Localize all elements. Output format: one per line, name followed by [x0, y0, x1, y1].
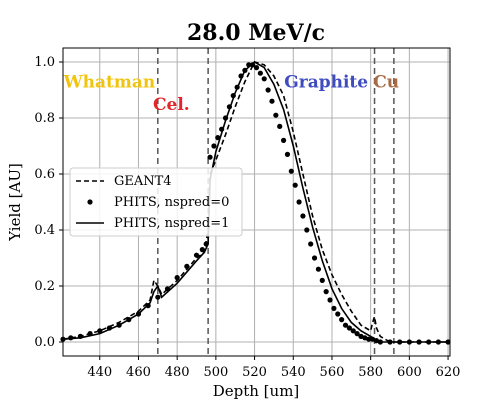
data-point [280, 137, 287, 143]
x-tick-label: 560 [320, 365, 345, 380]
legend: GEANT4 PHITS, nspred=0 PHITS, nspred=1 [69, 167, 243, 237]
x-tick-label: 600 [397, 365, 422, 380]
data-point [311, 255, 318, 261]
legend-label: PHITS, nspred=1 [114, 216, 229, 231]
y-tick-label: 1.0 [34, 55, 55, 70]
data-point [174, 275, 180, 281]
y-tick-label: 0.6 [34, 167, 55, 182]
legend-box [69, 167, 243, 237]
data-point [97, 328, 103, 334]
series-layer [60, 61, 451, 345]
legend-label: GEANT4 [114, 174, 172, 189]
data-point [199, 247, 205, 253]
data-point [288, 168, 294, 174]
grid [63, 48, 450, 356]
series-phits-nspred1-line [62, 61, 450, 343]
x-tick-label: 440 [87, 365, 112, 380]
data-point [273, 112, 279, 118]
series-geant4-line [62, 61, 450, 343]
y-tick-label: 0.2 [34, 279, 55, 294]
data-point [155, 294, 161, 300]
data-point [323, 289, 329, 295]
legend-marker [87, 199, 93, 205]
region-label-graphite: Graphite [284, 73, 368, 93]
x-tick-label: 460 [126, 365, 151, 380]
data-point [211, 143, 217, 149]
data-point [354, 331, 360, 337]
data-point [304, 227, 310, 233]
y-tick-label: 0.4 [34, 223, 55, 238]
data-point [308, 241, 314, 247]
data-point [315, 266, 322, 272]
data-point [366, 336, 372, 342]
data-point [253, 65, 260, 71]
data-point [331, 305, 337, 311]
data-point [193, 252, 200, 258]
x-tick-label: 540 [281, 365, 306, 380]
y-tick-label: 0.8 [34, 111, 55, 126]
y-tick-label: 0.0 [34, 335, 55, 350]
x-tick-label: 620 [436, 365, 461, 380]
data-point [284, 151, 291, 157]
data-point [292, 182, 298, 188]
data-point [335, 311, 341, 317]
data-point [207, 154, 213, 160]
y-axis-label: Yield [AU] [6, 163, 24, 242]
data-point [269, 98, 275, 104]
data-point [346, 325, 352, 331]
data-point [296, 199, 302, 205]
data-point [257, 70, 263, 76]
data-point [265, 87, 271, 93]
data-point [261, 76, 267, 82]
x-tick-label: 520 [242, 365, 267, 380]
x-tick-label: 580 [358, 365, 383, 380]
x-axis-ticks: 440 460 480 500 520 540 560 580 600 620 [87, 356, 460, 380]
legend-label: PHITS, nspred=0 [114, 195, 229, 210]
region-label-whatman: Whatman [63, 73, 156, 93]
data-point [319, 277, 325, 283]
data-point [339, 317, 345, 323]
plot-frame [62, 47, 451, 357]
data-point [300, 213, 306, 219]
data-point [277, 123, 283, 129]
x-axis-label: Depth [um] [213, 382, 300, 400]
data-point [350, 328, 356, 334]
data-point [184, 263, 190, 269]
x-tick-label: 500 [203, 365, 228, 380]
data-point [342, 322, 349, 328]
region-label-cel: Cel. [153, 95, 190, 115]
data-point [327, 297, 333, 303]
x-tick-label: 480 [165, 365, 190, 380]
y-axis-ticks: 0.0 0.2 0.4 0.6 0.8 1.0 [34, 55, 63, 350]
chart-title: 28.0 MeV/c [187, 20, 325, 46]
region-label-cu: Cu [373, 73, 399, 93]
